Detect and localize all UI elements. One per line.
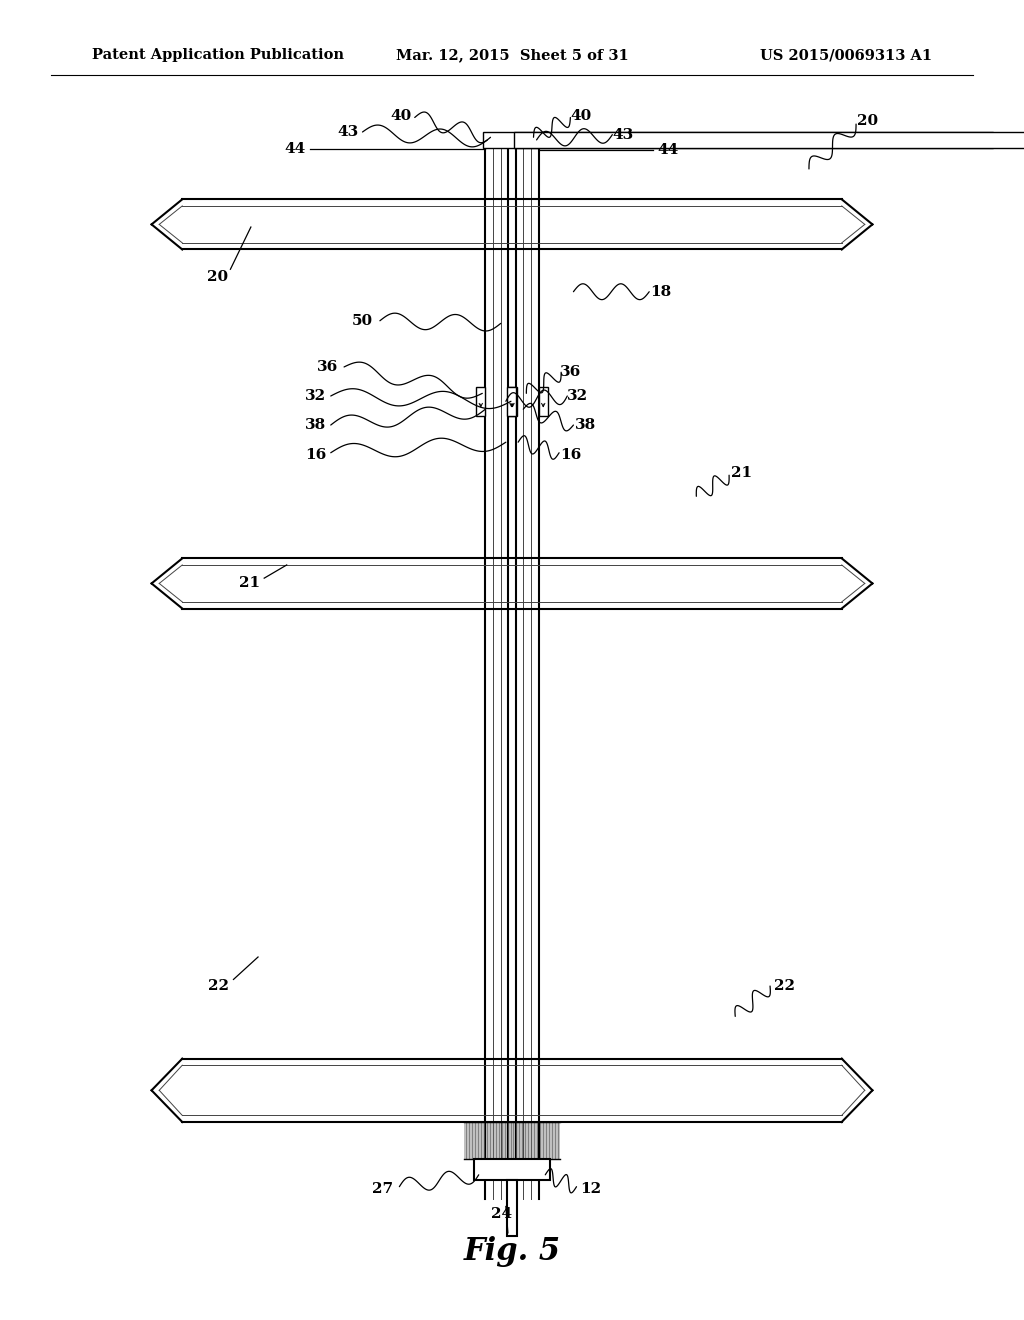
Text: 20: 20 xyxy=(207,271,227,284)
Text: 22: 22 xyxy=(208,979,228,993)
Text: 38: 38 xyxy=(575,418,596,432)
FancyBboxPatch shape xyxy=(539,387,548,416)
Text: US 2015/0069313 A1: US 2015/0069313 A1 xyxy=(760,49,932,62)
Text: 44: 44 xyxy=(285,143,305,156)
Text: 24: 24 xyxy=(492,1208,512,1221)
Text: 40: 40 xyxy=(391,110,412,123)
Text: 43: 43 xyxy=(338,125,358,139)
Text: 36: 36 xyxy=(317,360,338,374)
Text: Mar. 12, 2015  Sheet 5 of 31: Mar. 12, 2015 Sheet 5 of 31 xyxy=(395,49,629,62)
Text: 21: 21 xyxy=(240,577,260,590)
Text: 38: 38 xyxy=(305,418,326,432)
FancyBboxPatch shape xyxy=(507,1180,517,1236)
Text: 22: 22 xyxy=(774,979,795,993)
Text: 27: 27 xyxy=(373,1183,393,1196)
FancyBboxPatch shape xyxy=(508,387,517,416)
Text: 21: 21 xyxy=(731,466,752,479)
Text: 36: 36 xyxy=(560,366,581,379)
FancyBboxPatch shape xyxy=(483,132,993,148)
Text: 18: 18 xyxy=(650,285,671,298)
Text: Patent Application Publication: Patent Application Publication xyxy=(92,49,344,62)
Text: 50: 50 xyxy=(352,314,373,327)
FancyBboxPatch shape xyxy=(473,1159,551,1180)
FancyBboxPatch shape xyxy=(464,1122,560,1159)
Text: 32: 32 xyxy=(305,389,326,403)
FancyBboxPatch shape xyxy=(514,132,1024,148)
Text: 12: 12 xyxy=(581,1183,601,1196)
Text: 16: 16 xyxy=(560,449,581,462)
Text: Fig. 5: Fig. 5 xyxy=(464,1236,560,1267)
Text: 32: 32 xyxy=(567,389,588,403)
FancyBboxPatch shape xyxy=(476,387,485,416)
FancyBboxPatch shape xyxy=(507,387,516,416)
Text: 20: 20 xyxy=(857,115,878,128)
Text: 40: 40 xyxy=(570,110,591,123)
Text: 43: 43 xyxy=(612,128,633,141)
Text: 16: 16 xyxy=(305,449,326,462)
Text: 44: 44 xyxy=(657,144,678,157)
